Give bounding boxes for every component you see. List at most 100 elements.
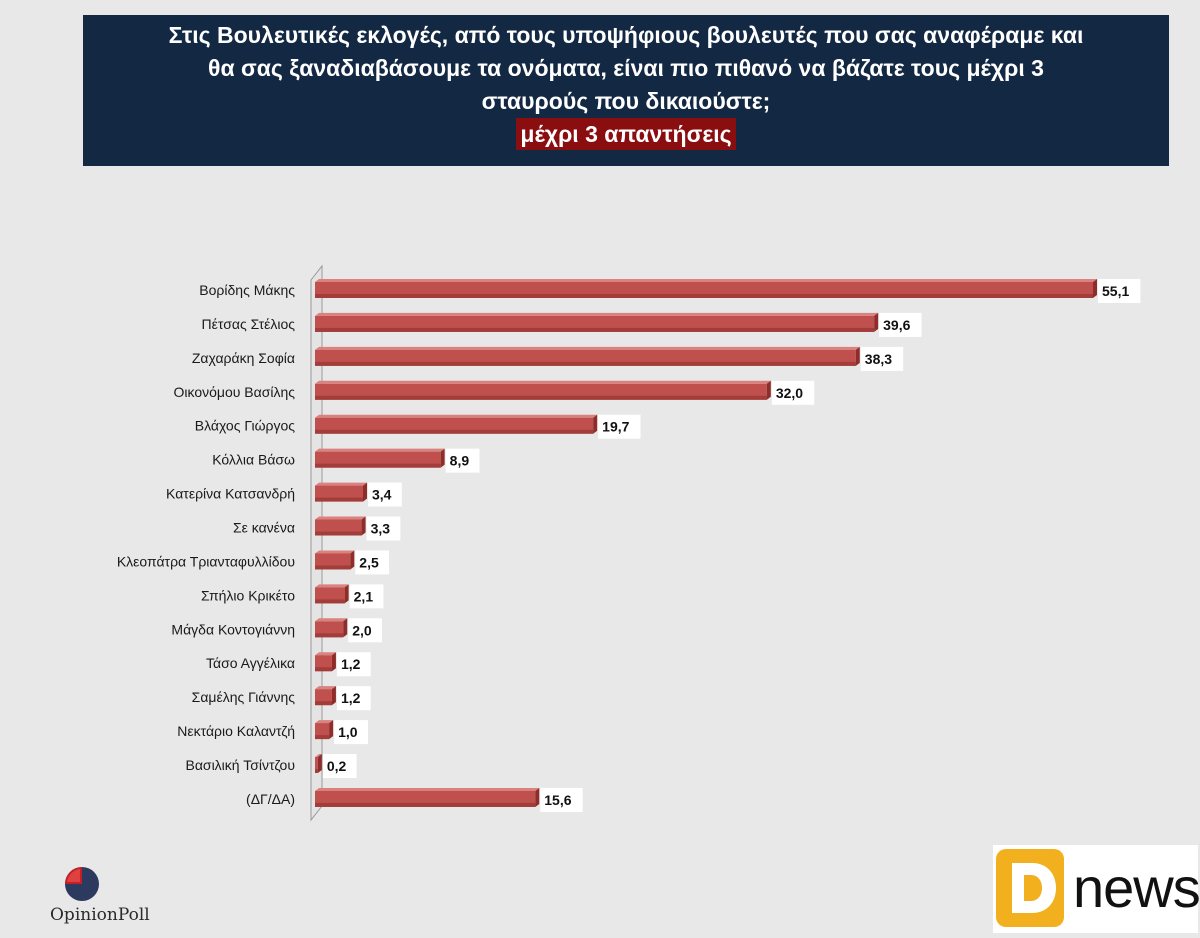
data-label-box — [771, 380, 815, 405]
chart-title-box: Στις Βουλευτικές εκλογές, από τους υποψή… — [83, 15, 1169, 166]
bar-top-face — [315, 720, 334, 724]
bar-group: 3,3 Σε κανένα — [233, 516, 401, 541]
bar-top-face — [315, 584, 349, 588]
bar-shade — [315, 294, 1093, 298]
data-label-box — [349, 584, 384, 609]
title-line-1: Στις Βουλευτικές εκλογές, από τους υποψή… — [168, 22, 1084, 48]
bar-top-face — [315, 516, 366, 520]
data-label: 2,0 — [352, 622, 372, 638]
data-label-box — [334, 720, 368, 745]
title-line-2: θα σας ξαναδιαβάσουμε τα ονόματα, είναι … — [208, 55, 1044, 81]
category-label: Κόλλια Βάσω — [212, 452, 295, 468]
bar-group: 1,0 Νεκτάριο Καλαντζή — [177, 720, 368, 745]
chart-subtitle: μέχρι 3 απαντήσεις — [516, 118, 736, 150]
dnews-logo: news — [993, 845, 1200, 933]
bar-group: 1,2 Σαμέλης Γιάννης — [192, 686, 371, 711]
bar-shade — [315, 802, 536, 807]
bar-group: 2,1 Σπήλιο Κρικέτο — [201, 584, 384, 609]
data-label-box — [322, 754, 357, 779]
bar-group: 8,9 Κόλλια Βάσω — [212, 448, 480, 473]
category-label: Σπήλιο Κρικέτο — [201, 587, 295, 603]
opinionpoll-logo-text: OpinionPoll — [50, 905, 150, 925]
bar-top-face — [315, 754, 322, 758]
bar-top-face — [315, 279, 1097, 282]
category-label: Πέτσας Στέλιος — [202, 316, 296, 332]
category-label: Τάσο Αγγέλικα — [206, 655, 295, 671]
bar-top-face — [315, 550, 355, 554]
bar-end-face — [361, 516, 366, 536]
bar-group: 38,3 Ζαχαράκη Σοφία — [192, 346, 904, 371]
bar-top-face — [315, 448, 445, 452]
bar-group: 55,1 Βορίδης Μάκης — [199, 279, 1141, 303]
data-label-box — [1098, 279, 1141, 303]
bar-shade — [315, 531, 362, 536]
bar-end-face — [350, 550, 355, 570]
category-label: Κατερίνα Κατσανδρή — [166, 486, 295, 502]
bar-shade — [315, 565, 351, 570]
bar-shade — [315, 429, 594, 434]
category-label: Σαμέλης Γιάννης — [192, 689, 296, 705]
bar-group: 2,0 Μάγδα Κοντογιάννη — [171, 618, 383, 643]
bar-end-face — [766, 380, 771, 400]
bar-group: 0,2 Βασιλική Τσίντζου — [186, 754, 357, 779]
category-label: Σε κανένα — [233, 520, 295, 536]
data-label: 3,4 — [372, 487, 392, 503]
opinionpoll-logo: OpinionPoll — [50, 864, 150, 926]
bar-group: 2,5 Κλεοπάτρα Τριανταφυλλίδου — [117, 550, 390, 575]
data-label-box — [368, 482, 402, 507]
bar-group: 19,7 Βλάχος Γιώργος — [195, 414, 641, 439]
bar-end-face — [331, 652, 336, 672]
bar-shade — [315, 769, 318, 774]
category-label: Βορίδης Μάκης — [199, 282, 295, 298]
category-label: Μάγδα Κοντογιάννη — [171, 621, 295, 637]
data-label: 38,3 — [865, 351, 892, 367]
bar-shade — [315, 395, 767, 400]
data-label: 1,0 — [338, 724, 358, 740]
bar-end-face — [329, 720, 334, 740]
data-label: 2,1 — [354, 588, 374, 604]
bar-shade — [315, 633, 344, 638]
data-label: 55,1 — [1102, 283, 1129, 299]
bar-group: 39,6 Πέτσας Στέλιος — [202, 312, 922, 337]
data-label: 8,9 — [450, 453, 470, 469]
dnews-logo-text: news — [1073, 856, 1200, 919]
data-label-box — [598, 414, 641, 439]
data-label: 2,5 — [359, 554, 379, 570]
bar-shade — [315, 497, 364, 502]
data-label-box — [879, 312, 922, 337]
data-label-box — [366, 516, 401, 541]
category-label: Οικονόμου Βασίλης — [173, 384, 295, 400]
category-label: Βλάχος Γιώργος — [195, 418, 296, 434]
category-label: Βασιλική Τσίντζου — [186, 757, 296, 773]
bar-shade — [315, 463, 441, 468]
dnews-d-icon — [996, 849, 1064, 927]
bar-end-face — [1093, 279, 1097, 298]
bar-group: 3,4 Κατερίνα Κατσανδρή — [166, 482, 402, 507]
bar-end-face — [363, 482, 368, 502]
bar-top-face — [315, 312, 879, 316]
bar-top-face — [315, 618, 348, 622]
category-label: Ζαχαράκη Σοφία — [192, 350, 295, 366]
bar-top-face — [315, 414, 598, 418]
data-label-box — [540, 787, 583, 812]
data-label-box — [355, 550, 390, 575]
data-label: 15,6 — [544, 792, 571, 808]
bar-end-face — [874, 312, 879, 332]
data-label: 1,2 — [341, 690, 361, 706]
data-label-box — [336, 652, 371, 677]
data-label-box — [445, 448, 480, 473]
bar-end-face — [331, 686, 336, 706]
bar-top-face — [315, 482, 368, 486]
bar — [315, 757, 318, 774]
category-label: Νεκτάριο Καλαντζή — [177, 723, 295, 739]
data-label: 39,6 — [883, 317, 910, 333]
bar-group: 1,2 Τάσο Αγγέλικα — [206, 652, 371, 677]
bar-end-face — [343, 618, 348, 638]
opinionpoll-logo-icon — [65, 867, 99, 901]
data-label: 32,0 — [776, 385, 803, 401]
bar-group: 32,0 Οικονόμου Βασίλης — [173, 380, 815, 405]
title-line-3: σταυρούς που δικαιούστε; — [481, 88, 771, 114]
data-label-box — [336, 686, 371, 711]
data-label: 0,2 — [327, 758, 347, 774]
